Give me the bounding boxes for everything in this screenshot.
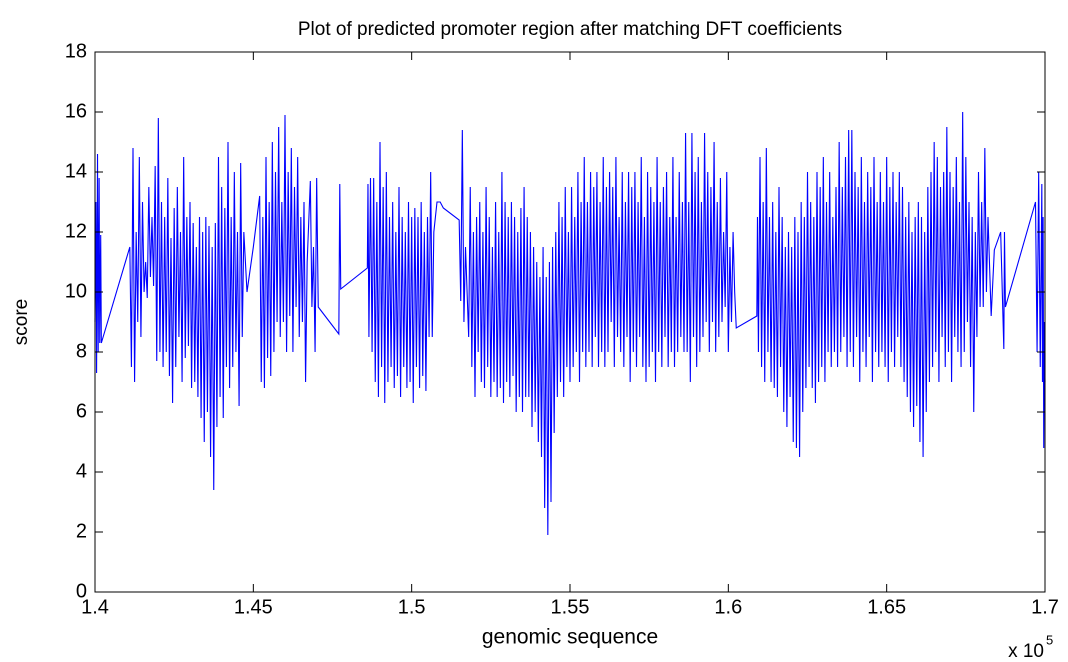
x-tick-label: 1.5 (398, 596, 426, 618)
y-tick-label: 18 (65, 40, 87, 62)
x-tick-label: 1.4 (81, 596, 109, 618)
y-tick-label: 16 (65, 100, 87, 122)
x-axis-label: genomic sequence (482, 626, 658, 649)
x-tick-label: 1.7 (1031, 596, 1059, 618)
y-tick-label: 4 (76, 460, 87, 482)
y-tick-label: 0 (76, 580, 87, 602)
x-tick-label: 1.65 (867, 596, 906, 618)
chart-title: Plot of predicted promoter region after … (298, 19, 842, 40)
y-tick-label: 14 (65, 160, 87, 182)
y-axis-label: score (11, 299, 32, 345)
x-scale-label: x 10 (1008, 641, 1044, 662)
y-tick-label: 12 (65, 220, 87, 242)
x-scale-exponent: 5 (1046, 632, 1053, 647)
y-tick-label: 8 (76, 340, 87, 362)
x-tick-label: 1.45 (234, 596, 273, 618)
data-line (94, 111, 1046, 536)
x-tick-label: 1.55 (551, 596, 590, 618)
y-tick-label: 10 (65, 280, 87, 302)
y-tick-label: 6 (76, 400, 87, 422)
y-tick-label: 2 (76, 520, 87, 542)
x-tick-label: 1.6 (714, 596, 742, 618)
